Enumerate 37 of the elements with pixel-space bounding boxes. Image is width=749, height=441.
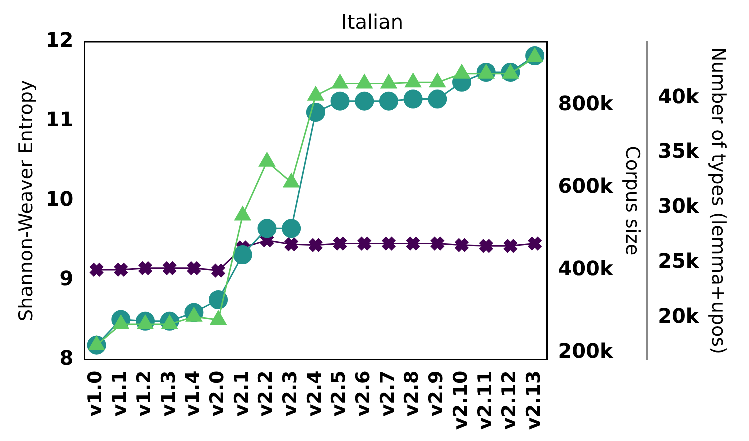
x-tick-label: v2.9 bbox=[426, 370, 448, 417]
x-tick-label: v1.4 bbox=[182, 370, 204, 417]
x-tick-label: v2.10 bbox=[450, 370, 472, 430]
y3-tick-label: 30k bbox=[658, 194, 700, 218]
y2-axis-title: Corpus size bbox=[622, 146, 644, 256]
x-tick-label: v2.5 bbox=[328, 370, 350, 417]
x-tick-label: v2.11 bbox=[474, 370, 496, 430]
x-tick-label: v2.3 bbox=[280, 370, 302, 417]
x-tick-label: v1.2 bbox=[133, 370, 156, 417]
x-tick-label: v2.6 bbox=[352, 370, 375, 417]
x-tick-label: v2.13 bbox=[522, 370, 545, 430]
x-tick-label: v2.7 bbox=[376, 370, 399, 417]
y-tick-label: 11 bbox=[46, 108, 74, 132]
x-tick-label: v2.1 bbox=[230, 370, 253, 417]
y-axis-title: Shannon-Weaver Entropy bbox=[15, 80, 38, 322]
y-tick-label: 9 bbox=[60, 266, 74, 291]
x-tick-label: v2.8 bbox=[401, 370, 424, 417]
y3-tick-label: 25k bbox=[658, 249, 700, 274]
y2-tick-label: 800k bbox=[558, 92, 614, 116]
x-tick-label: v1.0 bbox=[84, 370, 107, 417]
y3-axis-title: Number of types (lemma+upos) bbox=[708, 47, 730, 354]
x-tick-label: v1.3 bbox=[158, 370, 180, 417]
y-tick-label: 8 bbox=[60, 346, 74, 370]
x-tick-label: v2.4 bbox=[304, 370, 326, 417]
x-tick-label: v1.1 bbox=[109, 370, 132, 417]
y2-tick-label: 200k bbox=[558, 338, 614, 363]
x-tick-label: v2.2 bbox=[255, 370, 278, 417]
x-tick-label: v2.0 bbox=[206, 370, 228, 417]
x-tick-label: v2.12 bbox=[498, 370, 521, 430]
y2-tick-label: 400k bbox=[558, 256, 614, 281]
chart-title: Italian bbox=[341, 10, 404, 34]
y3-tick-label: 40k bbox=[658, 84, 700, 108]
y3-tick-label: 20k bbox=[658, 304, 700, 328]
y-tick-label: 10 bbox=[46, 187, 74, 212]
y2-tick-label: 600k bbox=[558, 174, 614, 198]
y-tick-label: 12 bbox=[46, 28, 74, 52]
y3-tick-label: 35k bbox=[658, 139, 700, 164]
